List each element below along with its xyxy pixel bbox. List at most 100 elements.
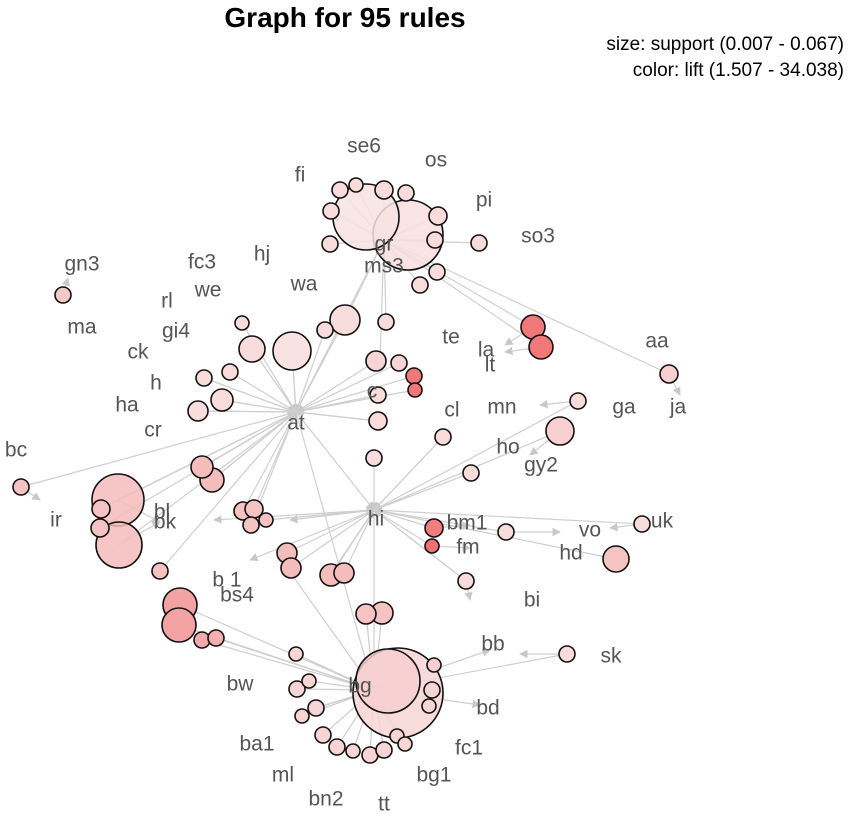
rule-node[interactable]	[288, 646, 304, 662]
item-label-ms3: ms3	[364, 255, 404, 278]
rule-node[interactable]	[545, 416, 575, 446]
rule-edge	[294, 329, 326, 413]
rule-node[interactable]	[322, 202, 340, 220]
rule-node[interactable]	[405, 367, 423, 385]
rule-edge	[179, 604, 375, 691]
item-label-lt: lt	[485, 354, 496, 377]
rule-node[interactable]	[426, 657, 442, 673]
rule-node[interactable]	[558, 645, 576, 663]
rule-node[interactable]	[307, 699, 325, 717]
rule-node[interactable]	[434, 428, 452, 446]
rule-node[interactable]	[161, 607, 197, 643]
rule-node[interactable]	[314, 726, 332, 744]
item-label-so3: so3	[521, 225, 555, 248]
rule-edge	[229, 371, 297, 413]
rule-node[interactable]	[242, 516, 260, 534]
item-label-bd: bd	[476, 697, 499, 720]
rule-edge	[373, 509, 467, 582]
rule-node[interactable]	[151, 562, 169, 580]
rule-node[interactable]	[195, 369, 213, 387]
item-label-pi: pi	[476, 189, 492, 212]
rule-node[interactable]	[234, 315, 250, 331]
rule-node[interactable]	[288, 680, 306, 698]
rule-node[interactable]	[421, 698, 437, 714]
rule-node[interactable]	[345, 743, 361, 759]
rule-node[interactable]	[207, 629, 225, 647]
legend-size: size: support (0.007 - 0.067)	[606, 34, 844, 55]
rule-edge	[373, 436, 444, 511]
rule-edge	[329, 509, 375, 576]
rule-node[interactable]	[321, 235, 339, 253]
rule-node[interactable]	[190, 455, 214, 479]
item-label-os: os	[425, 149, 447, 172]
rule-node[interactable]	[187, 400, 209, 422]
rule-node[interactable]	[210, 388, 234, 412]
rule-node[interactable]	[633, 515, 651, 533]
rule-node[interactable]	[258, 512, 274, 528]
rule-node[interactable]	[91, 499, 111, 519]
rule-node[interactable]	[423, 681, 441, 699]
rule-node[interactable]	[390, 354, 408, 372]
edge-layer	[20, 184, 681, 756]
rule-node[interactable]	[272, 331, 312, 371]
item-label-hj: hj	[254, 243, 270, 266]
rule-node[interactable]	[397, 736, 413, 752]
rule-node[interactable]	[397, 184, 415, 202]
item-label-te: te	[442, 326, 460, 349]
rule-node[interactable]	[497, 523, 515, 541]
rule-node[interactable]	[457, 572, 475, 590]
item-label-ga: ga	[612, 396, 636, 419]
rule-node[interactable]	[377, 313, 395, 331]
rule-node[interactable]	[294, 708, 310, 724]
rule-node[interactable]	[428, 263, 446, 281]
item-label-ml: ml	[272, 764, 294, 787]
rule-node[interactable]	[280, 557, 302, 579]
item-label-sk: sk	[601, 645, 623, 668]
rule-node[interactable]	[424, 518, 444, 538]
rule-node[interactable]	[407, 382, 423, 398]
rule-node[interactable]	[470, 234, 488, 252]
item-label-se6: se6	[347, 135, 381, 158]
item-label-mn: mn	[487, 396, 516, 419]
rule-node[interactable]	[355, 603, 377, 625]
rule-node[interactable]	[12, 478, 30, 496]
rule-node[interactable]	[411, 276, 429, 294]
rule-node[interactable]	[528, 334, 554, 360]
rule-node[interactable]	[355, 648, 421, 714]
rule-edge	[221, 397, 297, 413]
rule-node[interactable]	[54, 286, 72, 304]
rule-node[interactable]	[365, 449, 383, 467]
item-label-bg1: bg1	[416, 764, 451, 787]
rule-edge	[373, 400, 579, 511]
rule-node[interactable]	[365, 350, 387, 372]
rule-node[interactable]	[301, 673, 317, 689]
rule-node[interactable]	[462, 464, 480, 482]
rule-edge	[295, 375, 415, 414]
rule-node[interactable]	[659, 364, 679, 384]
rule-node[interactable]	[221, 363, 239, 381]
item-label-fc1: fc1	[455, 737, 483, 760]
rule-node[interactable]	[90, 518, 110, 538]
rule-node[interactable]	[426, 231, 444, 249]
rule-node[interactable]	[329, 304, 361, 336]
graph-title: Graph for 95 rules	[224, 2, 466, 33]
rule-node[interactable]	[316, 321, 334, 339]
rule-node[interactable]	[375, 741, 393, 759]
rule-node[interactable]	[328, 738, 346, 756]
rule-node[interactable]	[428, 206, 448, 226]
rule-edge	[20, 409, 297, 488]
rule-node[interactable]	[424, 538, 440, 554]
rule-node[interactable]	[331, 181, 349, 199]
item-label-ha: ha	[115, 394, 139, 417]
rule-node[interactable]	[569, 392, 587, 410]
rule-node[interactable]	[238, 335, 266, 363]
item-label-fm: fm	[456, 536, 479, 559]
rule-node[interactable]	[374, 180, 394, 200]
item-label-ir: ir	[50, 509, 62, 532]
rule-node[interactable]	[333, 562, 355, 584]
rule-node[interactable]	[368, 411, 388, 431]
rule-node[interactable]	[369, 386, 387, 404]
rule-edge	[211, 411, 297, 481]
rule-node[interactable]	[348, 177, 364, 193]
rule-node[interactable]	[602, 545, 630, 573]
